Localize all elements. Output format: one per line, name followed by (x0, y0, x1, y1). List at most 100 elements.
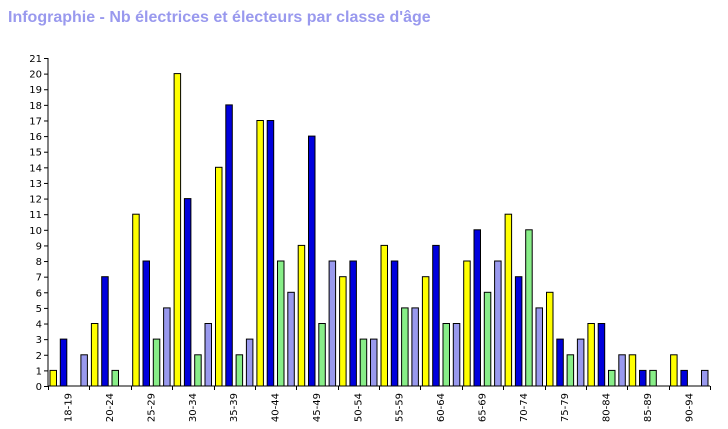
bar (514, 276, 523, 387)
bar (494, 260, 502, 387)
bar (566, 354, 575, 387)
bar (556, 338, 564, 387)
bar (266, 120, 275, 387)
y-tick-label: 14 (29, 163, 42, 174)
bar (204, 323, 212, 387)
bar (649, 369, 657, 387)
bar (142, 260, 150, 387)
y-tick-label: 5 (36, 304, 42, 315)
bar (297, 244, 306, 387)
bar (287, 291, 295, 387)
y-tick-label: 10 (29, 226, 42, 237)
bar (473, 229, 481, 387)
bar (328, 260, 337, 387)
y-tick-label: 17 (29, 116, 42, 127)
bar (452, 323, 461, 387)
x-tick-label: 50-54 (353, 393, 364, 422)
bar (339, 276, 347, 387)
bar (194, 354, 202, 387)
bar (245, 338, 254, 387)
x-tick-label: 85-89 (643, 393, 654, 422)
y-tick-label: 1 (36, 366, 42, 377)
bar (639, 369, 647, 387)
bar (525, 229, 533, 387)
y-tick-label: 11 (29, 210, 42, 221)
y-tick-label: 0 (36, 382, 42, 393)
bar (90, 323, 99, 387)
bar (132, 213, 140, 387)
y-tick-label: 21 (29, 54, 42, 65)
x-tick-label: 55-59 (395, 393, 406, 422)
bar (535, 307, 543, 387)
x-tick-label: 35-39 (229, 393, 240, 422)
y-tick-label: 12 (29, 195, 42, 206)
x-tick-label: 40-44 (271, 393, 282, 422)
y-tick-label: 20 (29, 70, 42, 81)
y-tick-label: 4 (36, 320, 42, 331)
x-tick-label: 45-49 (312, 393, 323, 422)
y-tick-label: 18 (29, 101, 42, 112)
bar (546, 291, 554, 387)
bar (390, 260, 399, 387)
x-tick-label: 65-69 (477, 393, 488, 422)
y-tick-label: 9 (36, 241, 42, 252)
x-tick-label: 25-29 (146, 393, 157, 422)
bar (411, 307, 419, 387)
bar (401, 307, 409, 387)
bar (421, 276, 430, 387)
bar (215, 166, 223, 387)
bar (349, 260, 357, 387)
x-tick-label: 20-24 (105, 393, 116, 422)
bar (152, 338, 161, 387)
bar (235, 354, 244, 387)
bar (370, 338, 378, 387)
y-tick-label: 2 (36, 351, 42, 362)
x-tick-label: 18-19 (64, 393, 75, 422)
x-tick-label: 90-94 (684, 393, 695, 422)
bar (680, 369, 688, 387)
y-tick-label: 7 (36, 273, 42, 284)
y-tick-label: 15 (29, 148, 42, 159)
x-tick-label: 75-79 (560, 393, 571, 422)
chart-title: Infographie - Nb électrices et électeurs… (8, 9, 431, 26)
x-tick-label: 30-34 (188, 393, 199, 422)
bar (318, 323, 326, 387)
bar (80, 354, 88, 387)
bar (101, 276, 109, 387)
x-tick-label: 70-74 (519, 393, 530, 422)
bar (59, 338, 68, 387)
bar (618, 354, 626, 387)
bar (225, 104, 233, 387)
bar (173, 73, 182, 387)
y-tick-label: 3 (36, 335, 42, 346)
bar (608, 369, 616, 387)
bar (597, 323, 606, 387)
bar (256, 120, 264, 387)
x-tick-label: 60-64 (436, 393, 447, 422)
bar (277, 260, 285, 387)
bar (442, 323, 450, 387)
y-tick-label: 8 (36, 257, 42, 268)
y-tick-label: 6 (36, 288, 42, 299)
y-tick-label: 19 (29, 85, 42, 96)
bar (432, 244, 440, 387)
bar (380, 244, 388, 387)
bar (359, 338, 368, 387)
bar (576, 338, 585, 387)
bar (587, 323, 595, 387)
bar (670, 354, 678, 387)
bar (308, 135, 316, 387)
y-tick-label: 13 (29, 179, 42, 190)
bar (701, 369, 709, 387)
bar (49, 369, 57, 387)
bar (483, 291, 492, 387)
bar (463, 260, 471, 387)
x-tick-label: 80-84 (602, 393, 613, 422)
bar (628, 354, 637, 387)
bar (163, 307, 171, 387)
y-tick-label: 16 (29, 132, 42, 143)
bar (183, 198, 192, 387)
bar (504, 213, 513, 387)
bar (111, 369, 119, 387)
